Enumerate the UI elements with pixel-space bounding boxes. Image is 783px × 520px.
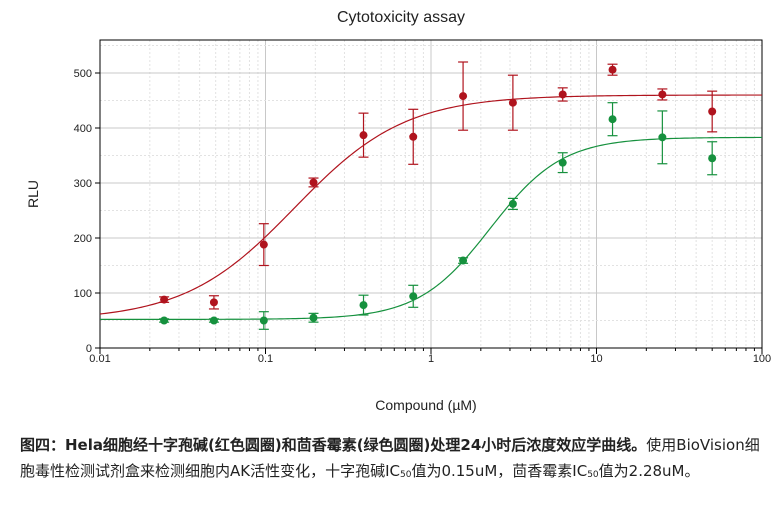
y-tick-label: 400 xyxy=(74,123,92,135)
data-point xyxy=(409,132,418,141)
data-point xyxy=(309,178,318,187)
caption-subscript-2: 50 xyxy=(587,470,599,480)
caption-subscript-1: 50 xyxy=(400,470,412,480)
data-point xyxy=(259,240,268,249)
data-point xyxy=(409,292,418,301)
data-points xyxy=(159,61,718,330)
data-point xyxy=(459,92,468,101)
data-point xyxy=(558,90,567,99)
x-axis: 0.01 0.1 1 10 100 xyxy=(89,348,771,365)
data-point xyxy=(558,158,567,167)
caption-text-3: 值为2.28uM。 xyxy=(598,462,700,480)
data-point xyxy=(359,131,368,140)
data-point xyxy=(160,316,169,325)
figure-caption: 图四：Hela细胞经十字孢碱(红色圆圈)和茴香霉素(绿色圆圈)处理24小时后浓度… xyxy=(20,432,770,488)
data-point xyxy=(309,313,318,322)
data-point xyxy=(608,65,617,74)
chart-title: Cytotoxicity assay xyxy=(337,9,465,26)
x-tick-label: 100 xyxy=(753,353,771,365)
y-tick-label: 300 xyxy=(74,178,92,190)
data-point xyxy=(160,295,169,304)
y-tick-label: 100 xyxy=(74,288,92,300)
grid xyxy=(99,40,763,348)
y-tick-label: 200 xyxy=(74,233,92,245)
data-point xyxy=(209,316,218,325)
y-tick-label: 500 xyxy=(74,68,92,80)
data-point xyxy=(658,90,667,99)
data-point xyxy=(508,98,517,107)
fit-curve-0 xyxy=(99,94,762,315)
caption-heading: 图四：Hela细胞经十字孢碱(红色圆圈)和茴香霉素(绿色圆圈)处理24小时后浓度… xyxy=(20,436,647,454)
data-point xyxy=(708,154,717,163)
data-point xyxy=(359,301,368,310)
data-point xyxy=(608,115,617,124)
x-tick-label: 0.01 xyxy=(89,353,110,365)
y-axis-label: RLU xyxy=(25,180,41,208)
cytotoxicity-chart: Cytotoxicity assay 0 100 200 300 400 500 0.01… xyxy=(25,9,771,413)
data-point xyxy=(259,316,268,325)
data-point xyxy=(209,298,218,307)
x-tick-label: 1 xyxy=(428,353,434,365)
data-point xyxy=(459,256,468,265)
data-point xyxy=(708,107,717,116)
x-tick-label: 10 xyxy=(590,353,602,365)
data-point xyxy=(658,133,667,142)
y-axis: 0 100 200 300 400 500 xyxy=(74,68,100,355)
x-tick-label: 0.1 xyxy=(258,353,273,365)
y-tick-label: 0 xyxy=(86,343,92,355)
caption-text-2: 值为0.15uM，茴香霉素IC xyxy=(411,462,588,480)
caption-text-1: 使用BioVision细胞毒性检测试剂盒来检测细胞内AK活性变化，十字孢碱IC xyxy=(20,436,760,480)
data-point xyxy=(508,199,517,208)
x-axis-label: Compound (µM) xyxy=(375,397,476,413)
